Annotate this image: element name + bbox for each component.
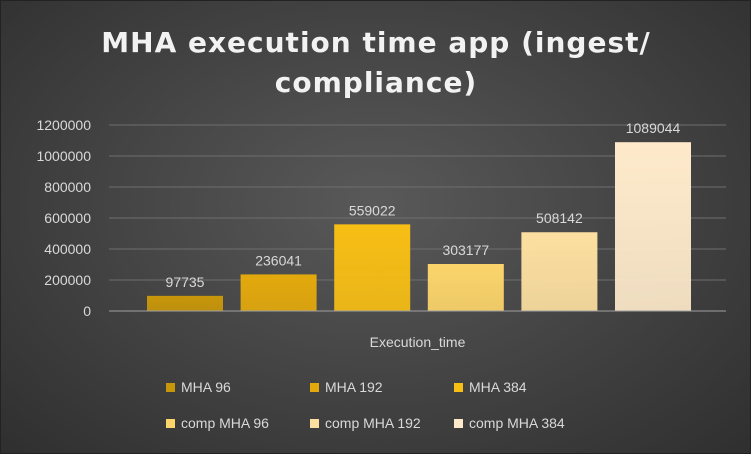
legend-label: comp MHA 96 — [181, 415, 269, 431]
legend-item: MHA 96 — [166, 377, 310, 397]
bar — [427, 264, 504, 311]
legend: MHA 96 MHA 192 MHA 384 comp MHA 96 comp MHA … — [166, 377, 616, 433]
legend-swatch — [454, 382, 463, 392]
bar — [521, 232, 598, 311]
legend-swatch — [166, 418, 175, 428]
legend-label: comp MHA 192 — [325, 415, 421, 431]
y-tick-label: 1000000 — [36, 148, 91, 164]
legend-swatch — [166, 382, 175, 392]
legend-swatch — [310, 418, 319, 428]
legend-item: comp MHA 384 — [454, 413, 610, 433]
y-tick-label: 0 — [83, 303, 91, 319]
legend-item: MHA 192 — [310, 377, 454, 397]
legend-item: comp MHA 192 — [310, 413, 454, 433]
bars — [147, 142, 691, 311]
data-label: 508142 — [536, 210, 583, 226]
data-label: 236041 — [255, 252, 302, 268]
legend-item: comp MHA 96 — [166, 413, 310, 433]
legend-swatch — [310, 382, 319, 392]
legend-label: MHA 96 — [181, 379, 231, 395]
legend-label: MHA 192 — [325, 379, 383, 395]
legend-label: comp MHA 384 — [469, 415, 565, 431]
legend-swatch — [454, 418, 463, 428]
y-tick-label: 800000 — [44, 179, 91, 195]
y-tick-label: 200000 — [44, 272, 91, 288]
data-label: 1089044 — [626, 120, 681, 136]
data-label: 559022 — [349, 202, 396, 218]
y-tick-label: 600000 — [44, 210, 91, 226]
data-label: 303177 — [442, 242, 489, 258]
x-category-label: Execution_time — [370, 334, 466, 350]
bar — [147, 295, 223, 311]
y-tick-label: 400000 — [44, 241, 91, 257]
data-labels: 97735 236041 559022 303177 508142 1089044 — [166, 120, 681, 290]
data-label: 97735 — [166, 274, 205, 290]
x-axis: Execution_time — [109, 310, 726, 350]
legend-item: MHA 384 — [454, 377, 610, 397]
bar — [240, 274, 317, 311]
bar — [615, 142, 691, 311]
bar — [334, 224, 411, 311]
legend-label: MHA 384 — [469, 379, 527, 395]
chart-title: MHA execution time app (ingest/ complian… — [101, 26, 651, 99]
y-axis-ticks: 0 200000 400000 600000 800000 1000000 1200000 — [36, 117, 91, 319]
y-tick-label: 1200000 — [36, 117, 91, 133]
